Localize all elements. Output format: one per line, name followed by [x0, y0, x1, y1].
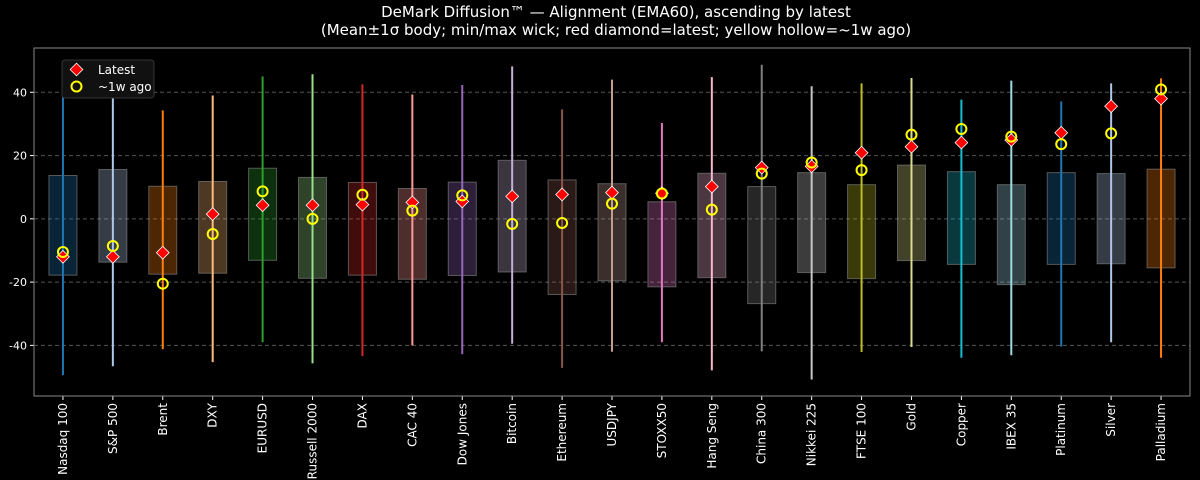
- week-ago-marker: [506, 217, 519, 230]
- y-axis: -40 -20 0 20 40: [9, 86, 34, 352]
- x-tick-label: FTSE 100: [855, 403, 869, 459]
- x-tick-label: Copper: [954, 403, 968, 446]
- latest-marker: [555, 187, 570, 202]
- latest-marker: [355, 197, 370, 212]
- latest-marker: [505, 189, 520, 204]
- latest-marker: [305, 198, 320, 213]
- x-tick-label: Ethereum: [555, 403, 569, 462]
- latest-marker: [155, 245, 170, 260]
- week-ago-marker: [306, 212, 319, 225]
- x-tick-label: Bitcoin: [505, 403, 519, 444]
- x-tick-label: Silver: [1104, 403, 1118, 437]
- latest-marker: [255, 198, 270, 213]
- x-tick-label: S&P 500: [106, 403, 120, 454]
- x-tick-label: Nikkei 225: [805, 403, 819, 466]
- x-tick-label: Dow Jones: [455, 403, 469, 465]
- x-tick-label: IBEX 35: [1004, 403, 1018, 450]
- x-tick-label: Gold: [904, 403, 918, 431]
- y-tick-label: -20: [9, 276, 27, 289]
- week-ago-marker: [1105, 127, 1118, 140]
- week-ago-marker: [56, 246, 69, 259]
- chart-title: DeMark Diffusion™ — Alignment (EMA60), a…: [381, 3, 851, 21]
- x-tick-label: China 300: [755, 403, 769, 464]
- legend-week-ago-marker: [70, 80, 83, 93]
- latest-marker: [1004, 133, 1019, 147]
- week-ago-marker: [606, 197, 618, 210]
- x-tick-label: DAX: [355, 403, 369, 428]
- x-tick-label: EURUSD: [256, 403, 270, 453]
- legend-latest-label: Latest: [98, 63, 135, 77]
- week-ago-marker: [256, 185, 269, 198]
- legend: Latest ~1w ago: [61, 59, 155, 99]
- week-ago-marker: [556, 216, 569, 229]
- x-tick-label: Russell 2000: [306, 403, 320, 479]
- x-tick-label: CAC 40: [405, 403, 419, 447]
- x-tick-label: STOXX50: [655, 403, 669, 458]
- latest-marker: [804, 159, 819, 174]
- legend-latest-marker: [69, 62, 84, 77]
- y-tick-label: 40: [13, 86, 27, 99]
- week-ago-marker: [206, 228, 219, 241]
- marks: [48, 64, 1176, 380]
- week-ago-marker: [106, 240, 119, 253]
- latest-marker: [1104, 99, 1119, 114]
- y-tick-label: 0: [20, 213, 27, 226]
- week-ago-marker: [655, 187, 668, 200]
- legend-week-ago-label: ~1w ago: [98, 80, 152, 94]
- week-ago-marker: [156, 277, 169, 290]
- latest-marker: [954, 135, 969, 150]
- week-ago-marker: [855, 164, 868, 177]
- x-axis: Nasdaq 100 S&P 500 Brent DXY EURUSD Russell 2…: [56, 396, 1168, 479]
- latest-marker: [605, 185, 619, 200]
- week-ago-marker: [1155, 83, 1168, 96]
- x-tick-label: Platinum: [1054, 403, 1068, 456]
- latest-marker: [704, 179, 719, 194]
- latest-marker: [1154, 91, 1168, 106]
- y-tick-label: -40: [9, 339, 27, 352]
- latest-marker: [854, 145, 869, 160]
- x-tick-label: Brent: [156, 403, 170, 436]
- y-tick-label: 20: [13, 150, 27, 163]
- week-ago-marker: [955, 122, 968, 135]
- x-tick-label: DXY: [206, 402, 220, 427]
- latest-marker: [904, 139, 919, 154]
- latest-marker: [1054, 125, 1069, 140]
- week-ago-marker: [1055, 138, 1068, 151]
- week-ago-marker: [1005, 130, 1018, 143]
- x-tick-label: USDJPY: [605, 402, 619, 446]
- x-tick-label: Palladium: [1154, 403, 1168, 461]
- plot-frame: [33, 47, 1191, 397]
- week-ago-marker: [755, 167, 768, 180]
- latest-marker: [105, 249, 120, 264]
- week-ago-marker: [805, 156, 818, 169]
- week-ago-marker: [705, 203, 718, 216]
- latest-marker: [205, 207, 220, 222]
- week-ago-marker: [905, 128, 918, 141]
- week-ago-marker: [456, 189, 469, 202]
- x-tick-label: Nasdaq 100: [56, 403, 70, 475]
- week-ago-marker: [406, 204, 419, 217]
- chart-subtitle: (Mean±1σ body; min/max wick; red diamond…: [321, 21, 911, 39]
- week-ago-marker: [356, 188, 369, 201]
- x-tick-label: Hang Seng: [705, 403, 719, 469]
